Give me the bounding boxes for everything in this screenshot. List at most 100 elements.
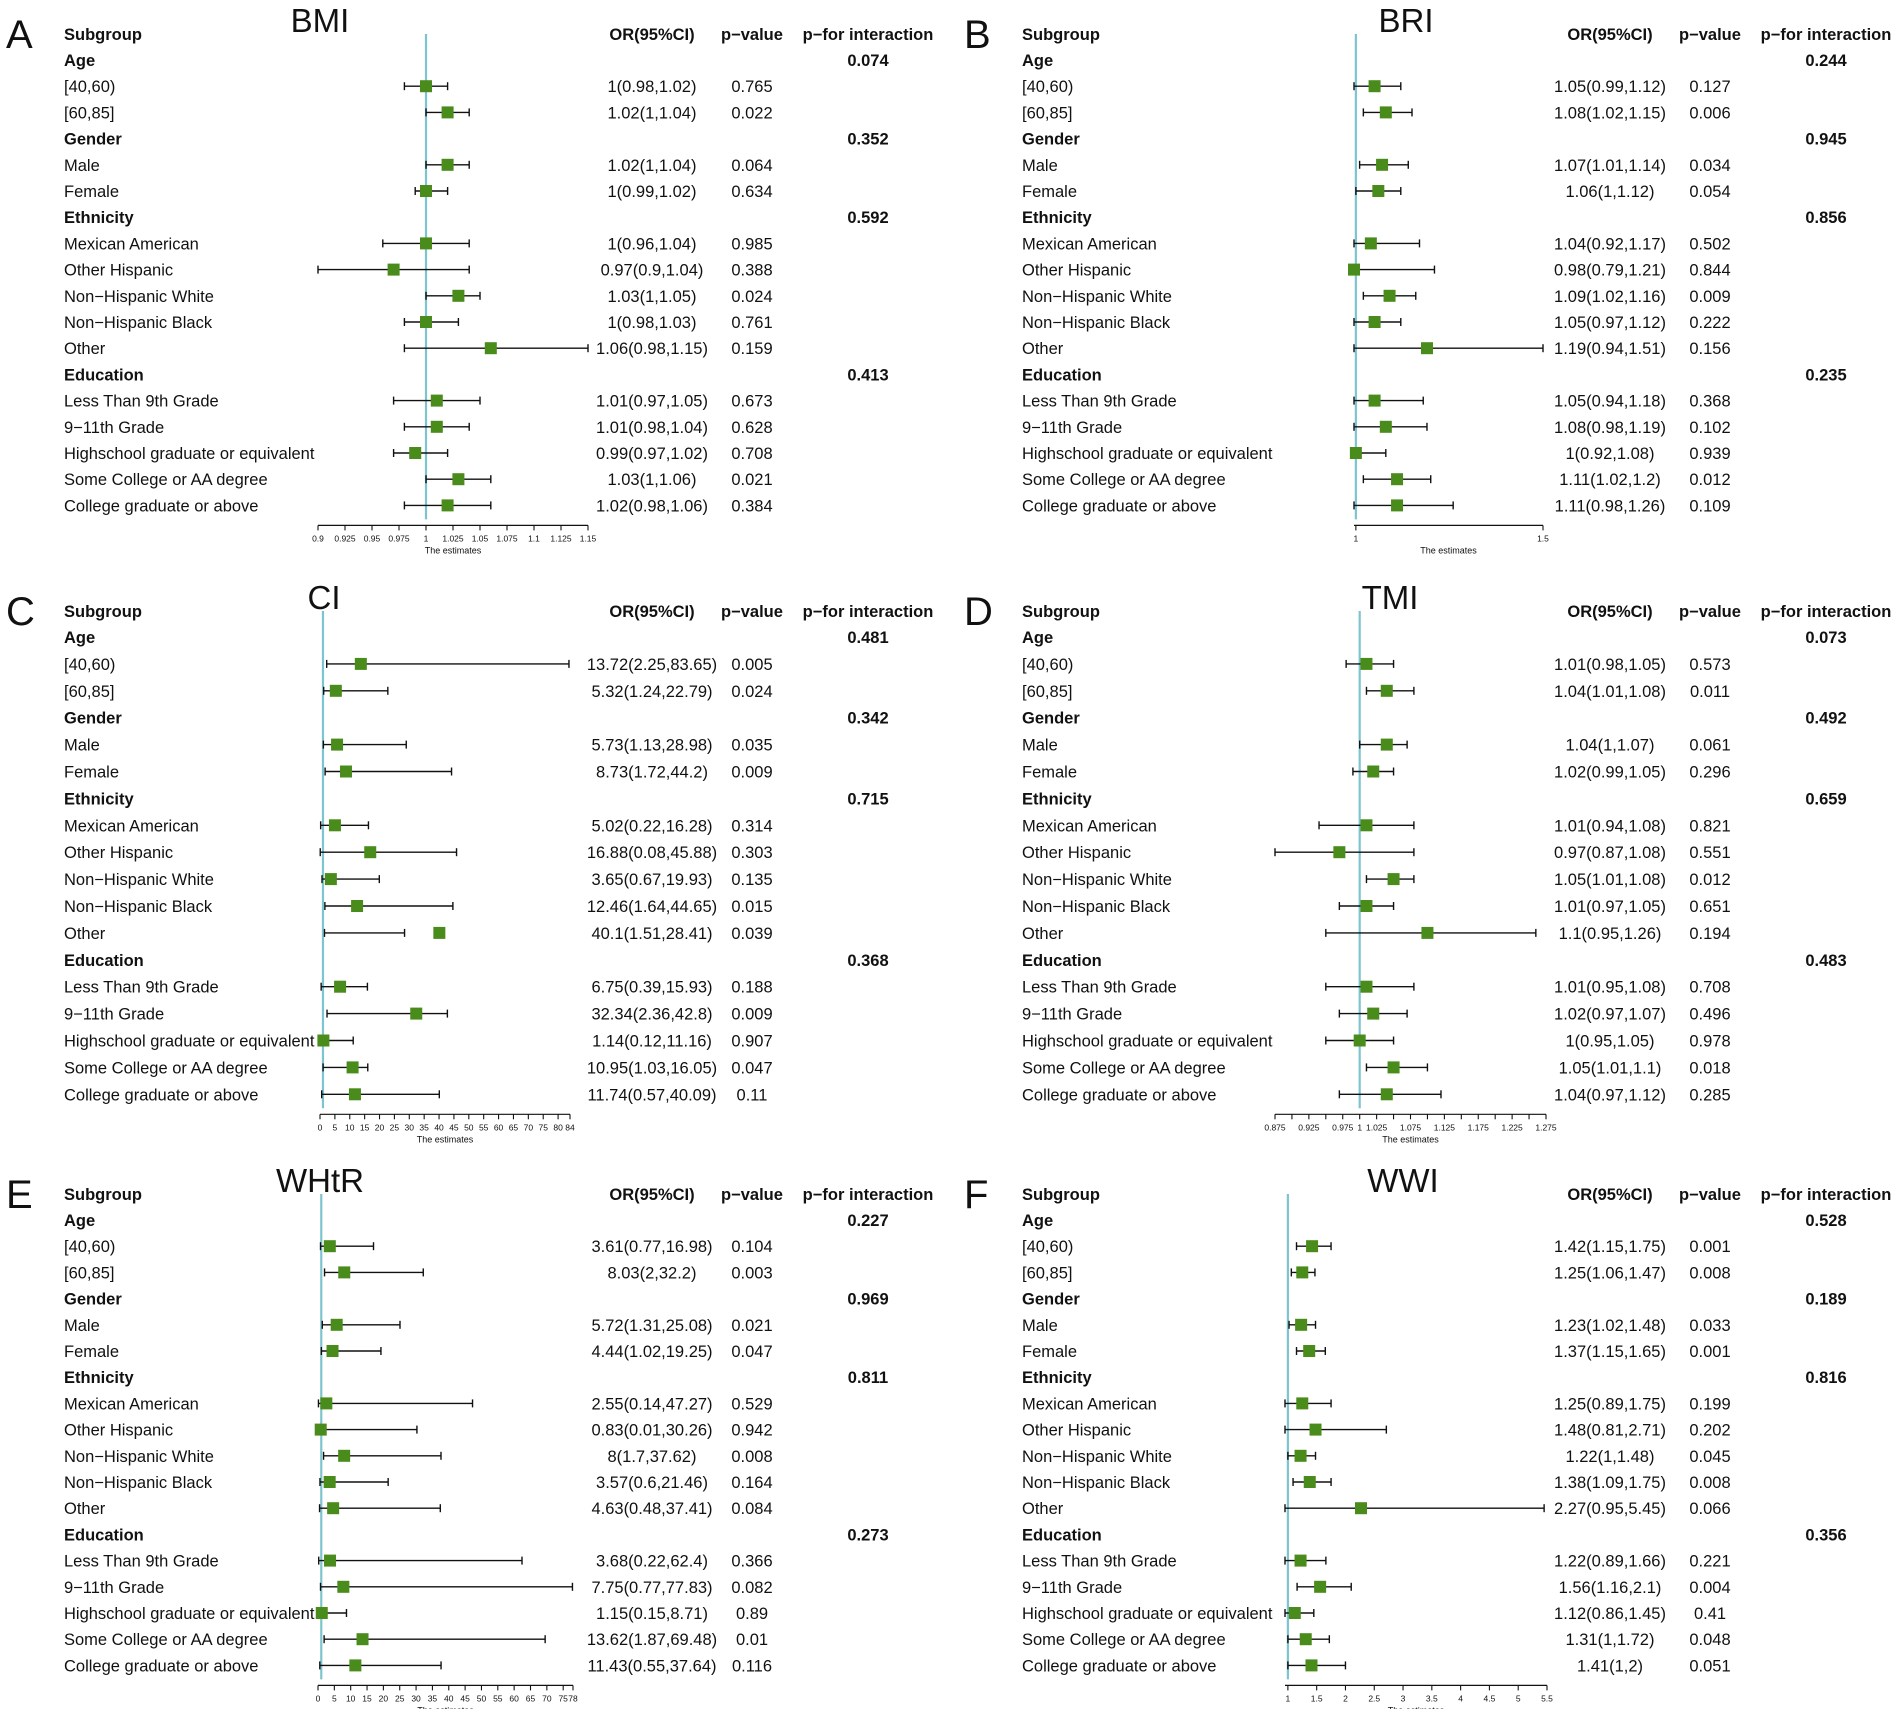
panel-title: CI — [308, 579, 341, 616]
subgroup-label: [60,85] — [64, 683, 114, 701]
point-estimate-marker — [452, 289, 465, 302]
subgroup-label: 9−11th Grade — [64, 1579, 164, 1597]
p-interaction-value: 0.969 — [847, 1291, 888, 1309]
p-interaction-value: 0.483 — [1805, 952, 1846, 970]
p-value-text: 0.202 — [1689, 1422, 1730, 1440]
point-estimate-marker — [317, 1034, 330, 1047]
point-estimate-marker — [1391, 499, 1404, 512]
subgroup-label: Non−Hispanic Black — [1022, 898, 1171, 916]
point-estimate-marker — [1349, 447, 1362, 459]
p-value-text: 0.303 — [731, 844, 772, 862]
x-axis-title: The estimates — [425, 545, 482, 555]
subgroup-label: Less Than 9th Grade — [64, 393, 219, 411]
p-value-text: 0.021 — [731, 1317, 772, 1335]
p-value-text: 0.015 — [731, 898, 772, 916]
subgroup-label: 9−11th Grade — [1022, 1579, 1122, 1597]
subgroup-label: Highschool graduate or equivalent — [1022, 1033, 1273, 1051]
subgroup-label: Non−Hispanic Black — [64, 898, 213, 916]
or-ci-text: 1.37(1.15,1.65) — [1554, 1343, 1666, 1361]
x-tick-label: 1.025 — [442, 533, 464, 543]
subgroup-label: Highschool graduate or equivalent — [64, 1605, 315, 1623]
subgroup-label: Non−Hispanic Black — [64, 1474, 213, 1492]
x-tick-label: 55 — [479, 1122, 489, 1132]
p-value-text: 0.011 — [1690, 683, 1730, 701]
or-ci-text: 1.02(0.98,1.06) — [596, 497, 708, 515]
p-value-text: 0.116 — [732, 1657, 772, 1675]
x-tick-label: 1.05 — [472, 533, 489, 543]
x-tick-label: 1.125 — [1434, 1122, 1456, 1132]
x-tick-label: 2 — [1343, 1693, 1348, 1703]
header-pvalue: p−value — [1679, 26, 1741, 44]
or-ci-text: 1.08(1.02,1.15) — [1554, 104, 1666, 122]
p-value-text: 0.673 — [731, 393, 772, 411]
or-ci-text: 3.65(0.67,19.93) — [591, 871, 712, 889]
point-estimate-marker — [1295, 1318, 1308, 1331]
group-label: Age — [1022, 1212, 1053, 1230]
subgroup-label: [40,60) — [1022, 78, 1073, 96]
or-ci-text: 1.42(1.15,1.75) — [1554, 1238, 1666, 1256]
subgroup-label: 9−11th Grade — [1022, 1006, 1122, 1024]
p-value-text: 0.844 — [1689, 262, 1730, 280]
or-ci-text: 1.02(0.99,1.05) — [1554, 764, 1666, 782]
panel-title: BRI — [1378, 2, 1433, 39]
group-label: Education — [64, 366, 144, 384]
p-value-text: 0.047 — [731, 1059, 772, 1077]
p-value-text: 0.039 — [731, 925, 772, 943]
p-value-text: 0.024 — [731, 288, 772, 306]
point-estimate-marker — [1364, 237, 1377, 250]
point-estimate-marker — [1296, 1266, 1309, 1279]
p-value-text: 0.006 — [1689, 104, 1730, 122]
p-interaction-value: 0.368 — [847, 952, 888, 970]
header-subgroup: Subgroup — [64, 1186, 142, 1204]
x-tick-label: 1.5 — [1311, 1693, 1323, 1703]
panel-letter: C — [6, 590, 35, 634]
p-value-text: 0.022 — [731, 104, 772, 122]
or-ci-text: 0.97(0.87,1.08) — [1554, 844, 1666, 862]
p-interaction-value: 0.816 — [1805, 1369, 1846, 1387]
x-tick-label: 78 — [568, 1693, 578, 1703]
p-value-text: 0.628 — [731, 419, 772, 437]
or-ci-text: 1.06(1,1.12) — [1566, 183, 1655, 201]
x-tick-label: 60 — [494, 1122, 504, 1132]
p-value-text: 0.551 — [1689, 844, 1730, 862]
p-interaction-value: 0.492 — [1805, 710, 1846, 728]
x-tick-label: 0.925 — [334, 533, 356, 543]
x-axis-title: The estimates — [417, 1134, 474, 1144]
or-ci-text: 1.25(1.06,1.47) — [1554, 1264, 1666, 1282]
or-ci-text: 1.11(1.02,1.2) — [1559, 471, 1661, 489]
x-tick-label: 65 — [509, 1122, 519, 1132]
p-value-text: 0.102 — [1689, 419, 1730, 437]
x-tick-label: 1.025 — [1366, 1122, 1388, 1132]
subgroup-label: Male — [1022, 157, 1058, 175]
x-tick-label: 5.5 — [1541, 1693, 1553, 1703]
point-estimate-marker — [328, 819, 341, 832]
header-subgroup: Subgroup — [1022, 1186, 1100, 1204]
point-estimate-marker — [1420, 342, 1433, 355]
p-interaction-value: 0.528 — [1805, 1212, 1846, 1230]
subgroup-label: Some College or AA degree — [64, 1631, 268, 1649]
subgroup-label: College graduate or above — [64, 497, 258, 515]
point-estimate-marker — [1360, 980, 1373, 993]
subgroup-label: Mexican American — [64, 235, 199, 253]
p-interaction-value: 0.073 — [1805, 629, 1846, 647]
or-ci-text: 1.09(1.02,1.16) — [1554, 288, 1666, 306]
point-estimate-marker — [1367, 1007, 1380, 1020]
header-pinteraction: p−for interaction — [1761, 603, 1892, 621]
forest-panel-f: F WWI Subgroup OR(95%CI) p−value p−for intera… — [964, 1162, 1891, 1709]
or-ci-text: 12.46(1.64,44.65) — [587, 898, 717, 916]
or-ci-text: 1.38(1.09,1.75) — [1554, 1474, 1666, 1492]
point-estimate-marker — [315, 1607, 328, 1619]
header-pvalue: p−value — [721, 26, 783, 44]
or-ci-text: 1.03(1,1.05) — [608, 288, 697, 306]
panel-title: WHtR — [276, 1162, 364, 1199]
p-value-text: 0.194 — [1689, 925, 1730, 943]
group-label: Education — [1022, 366, 1102, 384]
point-estimate-marker — [1294, 1449, 1307, 1462]
x-tick-label: 0.95 — [364, 533, 381, 543]
group-label: Ethnicity — [64, 1369, 134, 1387]
x-tick-label: 3 — [1401, 1693, 1406, 1703]
point-estimate-marker — [1303, 1345, 1316, 1357]
p-value-text: 0.761 — [731, 314, 772, 332]
or-ci-text: 1.04(1.01,1.08) — [1554, 683, 1666, 701]
